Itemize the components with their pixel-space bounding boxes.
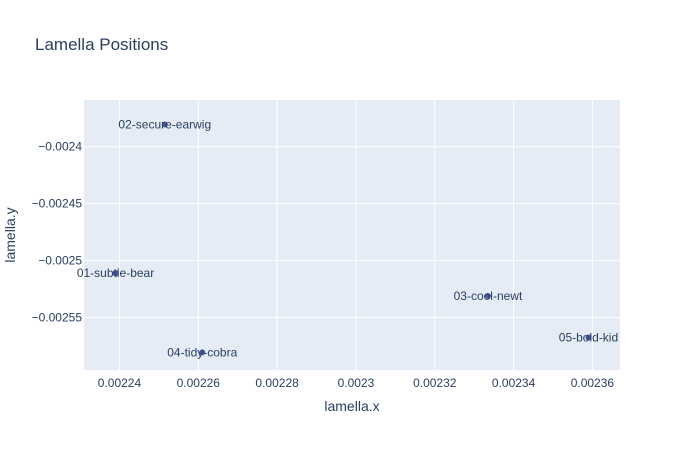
- point-label: 01-subtle-bear: [77, 266, 154, 280]
- point-label: 04-tidy-cobra: [167, 345, 237, 359]
- data-points: [112, 121, 592, 356]
- data-point[interactable]: [199, 349, 206, 356]
- plot-area: [84, 100, 620, 370]
- x-axis-title: lamella.x: [324, 398, 379, 414]
- x-tick-label: 0.00236: [571, 376, 615, 390]
- data-point[interactable]: [484, 292, 491, 299]
- gridlines: [84, 100, 620, 370]
- x-tick-label: 0.00234: [492, 376, 536, 390]
- data-point[interactable]: [112, 270, 119, 277]
- x-tick-label: 0.00226: [177, 376, 221, 390]
- point-label: 03-cool-newt: [454, 289, 523, 303]
- y-tick-label: −0.0024: [38, 140, 82, 154]
- x-tick-label: 0.00228: [255, 376, 299, 390]
- chart-title: Lamella Positions: [35, 35, 168, 54]
- y-tick-label: −0.00255: [32, 311, 83, 325]
- y-axis-title: lamella.y: [2, 207, 18, 262]
- point-label: 02-secure-earwig: [118, 117, 211, 131]
- y-tick-label: −0.0025: [38, 254, 82, 268]
- y-tick-label: −0.00245: [32, 197, 83, 211]
- data-point[interactable]: [585, 334, 592, 341]
- point-label: 05-bold-kid: [559, 331, 618, 345]
- x-tick-label: 0.00224: [98, 376, 142, 390]
- point-labels: 02-secure-earwig 01-subtle-bear 03-cool-ne…: [77, 117, 618, 359]
- data-point[interactable]: [161, 121, 168, 128]
- y-axis-ticks: −0.0024 −0.00245 −0.0025 −0.00255: [32, 140, 83, 325]
- x-axis-ticks: 0.00224 0.00226 0.00228 0.0023 0.00232 0.0023…: [98, 376, 615, 390]
- x-tick-label: 0.00232: [413, 376, 457, 390]
- x-tick-label: 0.0023: [338, 376, 375, 390]
